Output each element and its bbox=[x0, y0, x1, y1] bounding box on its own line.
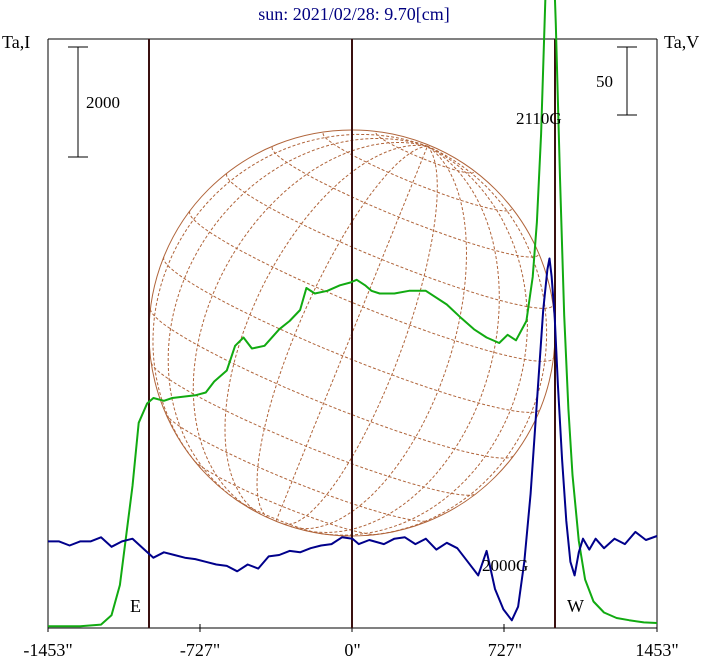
solar-grid-line bbox=[304, 145, 500, 534]
solar-grid-line bbox=[290, 145, 468, 530]
solar-grid-line bbox=[366, 145, 548, 536]
solar-grid-line bbox=[271, 147, 539, 258]
x-tick-label: 0" bbox=[344, 640, 360, 660]
x-tick-label: -727" bbox=[180, 640, 220, 660]
intensity-peak-annotation: 2110G bbox=[516, 109, 562, 128]
x-tick-label: -1453" bbox=[23, 640, 72, 660]
polarization-dip-annotation: 2000G bbox=[482, 556, 528, 575]
left-axis-label: Ta,I bbox=[2, 32, 30, 52]
right-scalebar-label: 50 bbox=[596, 72, 613, 91]
solar-grid-line bbox=[322, 133, 512, 212]
solar-grid-line bbox=[165, 414, 430, 522]
limb-lines bbox=[148, 39, 556, 628]
solar-grid-line bbox=[194, 460, 377, 535]
solar-grid-line bbox=[256, 145, 428, 519]
solar-grid-line bbox=[225, 173, 554, 309]
solar-grid-line bbox=[188, 211, 554, 362]
east-marker: E bbox=[130, 596, 141, 616]
chart-title: sun: 2021/02/28: 9.70[cm] bbox=[258, 4, 450, 24]
solar-grid-line bbox=[235, 498, 321, 534]
solar-grid-line bbox=[167, 138, 428, 500]
polarization-series-line bbox=[48, 257, 658, 622]
x-tick-label: 1453" bbox=[635, 640, 678, 660]
solar-disk-grid bbox=[148, 129, 556, 537]
solar-grid-line bbox=[163, 256, 541, 413]
solar-grid-line bbox=[192, 141, 428, 509]
west-marker: W bbox=[567, 596, 584, 616]
solar-grid-line bbox=[320, 145, 528, 536]
solar-grid-line bbox=[150, 362, 476, 496]
left-scalebar-label: 2000 bbox=[86, 93, 120, 112]
right-axis-label: Ta,V bbox=[664, 32, 699, 52]
solar-grid-line bbox=[283, 145, 438, 525]
solar-grid-line bbox=[149, 309, 514, 459]
solar-grid-line bbox=[152, 133, 428, 470]
intensity-series-line bbox=[48, 0, 658, 628]
scale-bars bbox=[68, 46, 637, 158]
series-layer bbox=[48, 0, 658, 628]
x-tick-label: 727" bbox=[488, 640, 522, 660]
solar-grid-line bbox=[224, 144, 428, 516]
